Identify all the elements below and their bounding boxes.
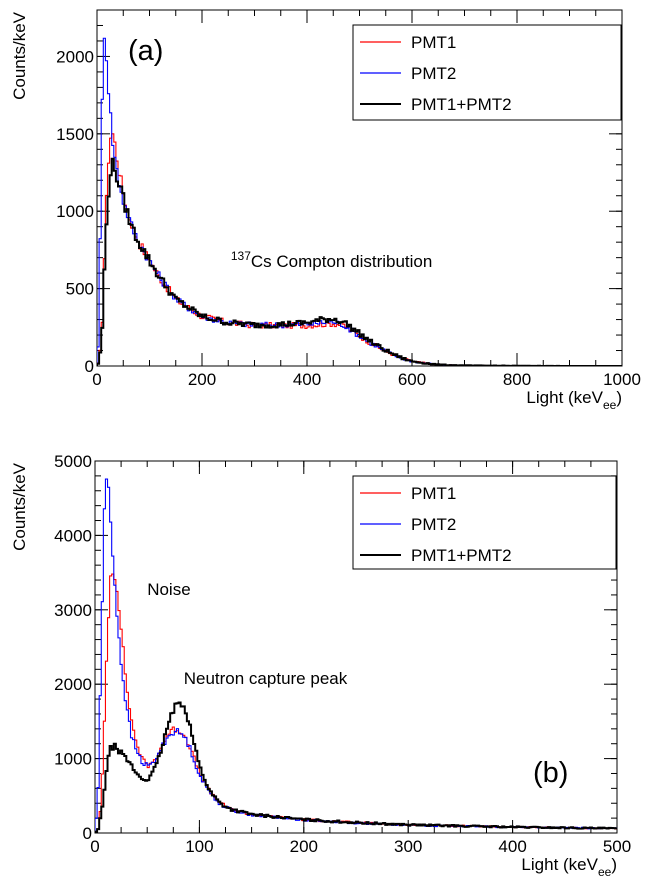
legend-label: PMT1+PMT2 [411,95,512,114]
y-tick-label: 0 [85,357,94,376]
panel-a: 0 200 400 600 800 1000 0 500 1000 1500 2000 Light (… [10,9,641,412]
legend-label: PMT1+PMT2 [411,546,512,565]
y-tick-label: 4000 [54,526,92,545]
y-tick-label: 2000 [54,675,92,694]
y-tick-label: 1000 [56,202,94,221]
y-axis-label: Counts/keV [10,11,29,100]
y-tick-label: 5000 [54,452,92,471]
legend: PMT1 PMT2 PMT1+PMT2 [352,475,617,570]
panel-label: (a) [128,35,163,67]
x-tick-label: 200 [188,370,216,389]
x-tick-label: 500 [603,837,631,856]
panel-b: 0 100 200 300 400 500010002000300040005000Lig… [10,452,631,879]
series-line-pmt1-plus-pmt2 [95,701,617,833]
x-tick-label: 600 [398,370,426,389]
panel-label: (b) [533,757,568,789]
y-axis-label: Counts/keV [10,462,29,551]
legend: PMT1 PMT2 PMT1+PMT2 [352,24,622,121]
y-tick-label: 1500 [56,125,94,144]
x-tick-label: 0 [90,837,99,856]
y-tick-label: 1000 [54,750,92,769]
x-axis-label: Light (keVee) [521,855,617,879]
y-tick-label: 3000 [54,601,92,620]
x-tick-label: 1000 [603,370,641,389]
series-line-pmt1-plus-pmt2 [97,157,622,366]
x-axis-label: Light (keVee) [526,388,622,412]
legend-label: PMT1 [411,484,456,503]
legend-label: PMT1 [411,33,456,52]
x-tick-label: 400 [293,370,321,389]
x-tick-label: 100 [185,837,213,856]
legend-box [352,475,617,570]
x-tick-label: 400 [498,837,526,856]
x-tick-label: 0 [92,370,101,389]
y-tick-label: 0 [83,824,92,843]
y-tick-label: 2000 [56,47,94,66]
legend-label: PMT2 [411,515,456,534]
annotation-noise: Noise [147,580,190,599]
x-tick-label: 200 [290,837,318,856]
x-tick-label: 800 [503,370,531,389]
series-line-pmt1 [95,573,617,833]
legend-label: PMT2 [411,64,456,83]
annotation-compton: 137Cs Compton distribution [231,249,432,271]
x-tick-label: 300 [394,837,422,856]
y-tick-label: 500 [66,280,94,299]
annotation-neutron-peak: Neutron capture peak [184,669,348,688]
